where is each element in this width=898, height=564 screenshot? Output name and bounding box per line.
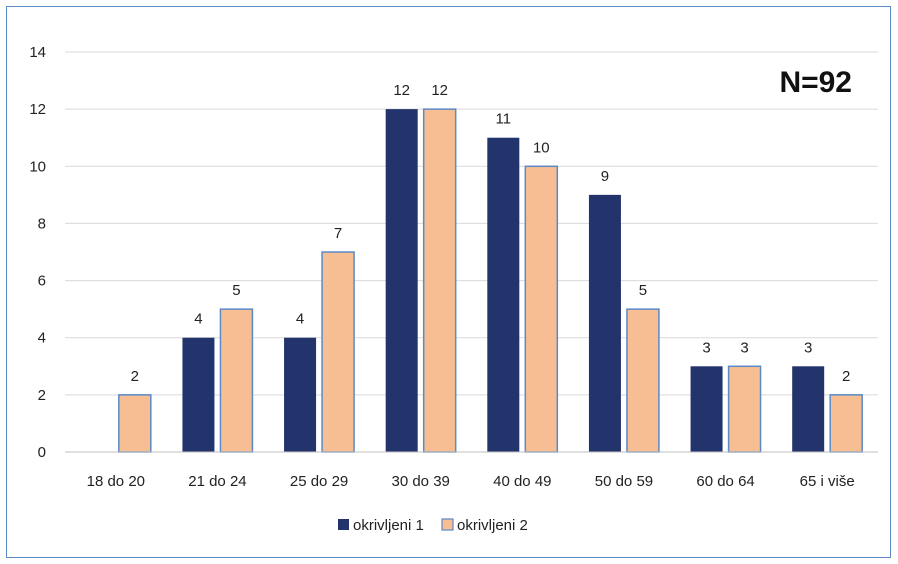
legend-swatch-1: [338, 519, 349, 530]
x-tick-label: 25 do 29: [290, 473, 348, 490]
data-label: 3: [804, 339, 812, 356]
data-label: 12: [431, 82, 448, 99]
bar-2: [524, 165, 559, 453]
data-label: 11: [496, 111, 512, 128]
x-tick-label: 21 do 24: [188, 473, 246, 490]
data-label: 7: [334, 225, 342, 242]
data-label: 4: [194, 311, 202, 328]
bar-1: [487, 137, 520, 452]
data-label: 3: [740, 339, 748, 356]
bar-2: [422, 108, 457, 453]
n-annotation: N=92: [779, 66, 852, 99]
data-label: 5: [232, 282, 240, 299]
bar-1: [588, 194, 621, 452]
y-tick-label: 10: [29, 158, 46, 175]
x-tick-label: 60 do 64: [696, 473, 754, 490]
x-tick-label: 18 do 20: [87, 473, 145, 490]
legend: okrivljeni 1 okrivljeni 2: [338, 517, 528, 534]
data-label: 10: [533, 139, 550, 156]
data-label: 4: [296, 311, 304, 328]
data-label: 12: [393, 82, 410, 99]
data-labels: 2 4 5 4 7 12 12 11 10 9 5 3 3 3 2: [131, 82, 851, 385]
bar-2: [321, 251, 355, 453]
legend-label-2: okrivljeni 2: [457, 517, 528, 534]
bar-1: [690, 366, 723, 452]
y-tick-label: 4: [38, 330, 46, 347]
bar-2: [829, 394, 863, 453]
bar-1: [182, 337, 215, 452]
data-label: 3: [702, 339, 710, 356]
bar-2: [727, 365, 762, 453]
data-label: 2: [842, 368, 850, 385]
y-tick-label: 6: [38, 273, 46, 290]
bar-2: [219, 308, 254, 453]
x-tick-label: 65 i više: [800, 473, 855, 490]
y-tick-label: 2: [38, 387, 46, 404]
bar-1: [284, 337, 317, 452]
data-label: 2: [131, 368, 139, 385]
y-tick-label: 14: [29, 44, 46, 61]
bar-2: [118, 394, 152, 453]
y-axis-ticks: 0 2 4 6 8 10 12 14: [29, 44, 46, 461]
x-tick-label: 50 do 59: [595, 473, 653, 490]
y-tick-label: 12: [29, 101, 46, 118]
x-tick-label: 40 do 49: [493, 473, 551, 490]
data-label: 9: [601, 168, 609, 185]
legend-label-1: okrivljeni 1: [353, 517, 424, 534]
y-tick-label: 8: [38, 215, 46, 232]
bar-1: [385, 109, 418, 453]
x-tick-label: 30 do 39: [391, 473, 449, 490]
data-label: 5: [639, 282, 647, 299]
y-tick-label: 0: [38, 444, 46, 461]
bar-2: [626, 308, 660, 453]
x-axis-ticks: 18 do 20 21 do 24 25 do 29 30 do 39 40 do 49…: [87, 473, 855, 490]
bar-1: [792, 366, 825, 452]
legend-swatch-2: [441, 518, 454, 531]
